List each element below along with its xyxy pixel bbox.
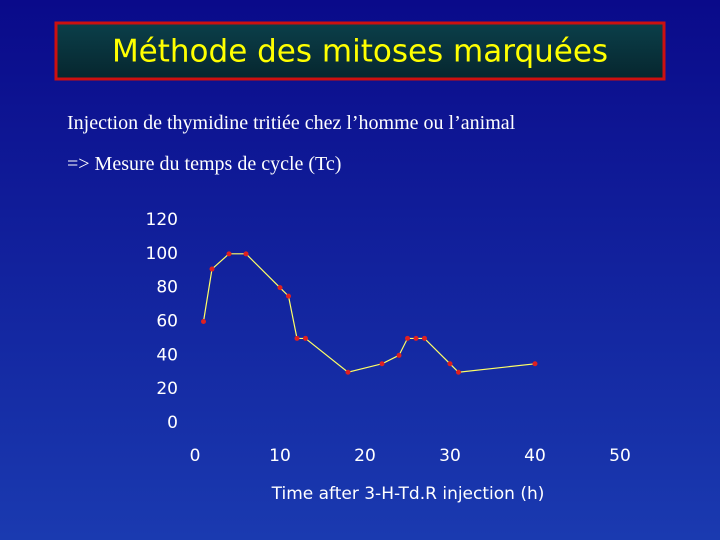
- point: [209, 266, 215, 272]
- point: [303, 335, 308, 341]
- y-tick-label: 120: [146, 210, 178, 230]
- x-tick-label: 50: [609, 446, 631, 466]
- y-tick-label: 0: [167, 413, 178, 433]
- y-tick-label: 80: [156, 278, 178, 298]
- point: [201, 319, 206, 324]
- subtitle: => Mesure du temps de cycle (Tc): [67, 153, 341, 175]
- point: [294, 335, 300, 341]
- point: [226, 251, 232, 257]
- x-tick-label: 0: [190, 446, 201, 466]
- point: [413, 335, 419, 341]
- point: [405, 335, 410, 341]
- y-tick-label: 100: [146, 244, 178, 264]
- point: [532, 361, 538, 367]
- point: [422, 335, 427, 341]
- point: [379, 361, 385, 367]
- point: [396, 352, 402, 358]
- x-axis-label: Time after 3-H-Td.R injection (h): [271, 484, 545, 504]
- subtitle: Injection de thymidine tritiée chez l’ho…: [67, 112, 516, 134]
- x-tick-label: 30: [439, 446, 461, 466]
- y-tick-label: 20: [156, 379, 178, 399]
- x-tick-label: 20: [354, 446, 376, 466]
- point: [456, 369, 461, 375]
- y-tick-label: 40: [156, 345, 178, 365]
- point: [286, 293, 291, 299]
- point: [277, 285, 283, 291]
- point: [243, 251, 249, 257]
- point: [447, 361, 453, 367]
- y-tick-label: 60: [156, 312, 178, 332]
- title-box: [54, 21, 666, 81]
- point: [345, 369, 351, 375]
- chart-title: Méthode des mitoses marquées: [112, 34, 608, 70]
- x-tick-label: 40: [524, 446, 546, 466]
- x-tick-label: 10: [269, 446, 291, 466]
